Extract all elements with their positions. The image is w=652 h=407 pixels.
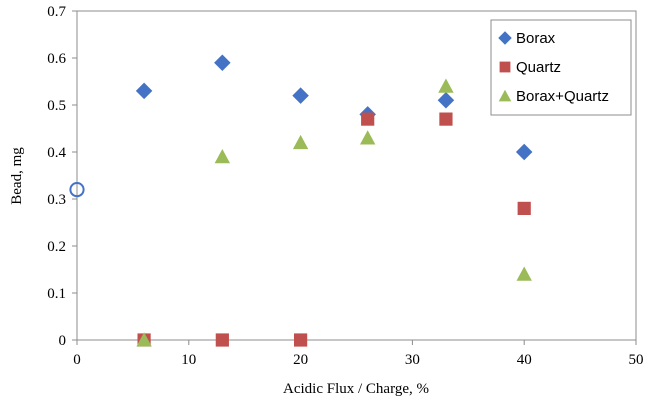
y-axis-title: Bead, mg bbox=[9, 147, 25, 205]
x-tick-label: 30 bbox=[405, 352, 420, 368]
x-tick-label: 0 bbox=[73, 352, 81, 368]
y-tick-label: 0.5 bbox=[47, 98, 66, 114]
y-tick-label: 0.4 bbox=[47, 145, 66, 161]
y-tick-label: 0.1 bbox=[47, 286, 66, 302]
legend-marker bbox=[498, 89, 512, 102]
x-axis-title: Acidic Flux / Charge, % bbox=[283, 381, 429, 397]
data-point-borax-quartz bbox=[438, 78, 454, 93]
data-point-borax bbox=[292, 87, 309, 104]
data-point-borax-quartz bbox=[516, 266, 532, 281]
data-point-quartz bbox=[517, 201, 531, 215]
x-tick-label: 50 bbox=[629, 352, 644, 368]
legend: Borax Quartz Borax+Quartz bbox=[490, 19, 632, 116]
x-tick-label: 20 bbox=[293, 352, 308, 368]
data-point-borax-quartz bbox=[359, 130, 376, 145]
legend-marker bbox=[499, 61, 511, 73]
legend-label: Borax+Quartz bbox=[516, 88, 609, 105]
data-point-open-circle bbox=[69, 182, 85, 198]
y-axis: 0 0.1 0.2 0.3 0.4 0.5 0.6 0.7 bbox=[47, 4, 77, 349]
data-point-borax bbox=[214, 54, 231, 71]
data-point-quartz bbox=[439, 112, 453, 126]
data-point-borax-quartz bbox=[136, 332, 152, 347]
legend-box bbox=[490, 19, 632, 116]
y-tick-label: 0.3 bbox=[47, 192, 66, 208]
x-axis: 0 10 20 30 40 50 bbox=[73, 340, 644, 368]
y-tick-label: 0.7 bbox=[47, 4, 66, 20]
plot-frame bbox=[76, 10, 637, 341]
legend-marker bbox=[498, 31, 512, 45]
y-tick-label: 0.2 bbox=[47, 239, 66, 255]
data-point-quartz bbox=[215, 333, 229, 347]
data-point-quartz bbox=[361, 112, 375, 126]
y-tick-label: 0.6 bbox=[47, 51, 66, 67]
legend-label: Quartz bbox=[516, 59, 561, 76]
data-point-borax-quartz bbox=[214, 149, 231, 164]
data-point-quartz bbox=[294, 333, 308, 347]
x-tick-label: 40 bbox=[517, 352, 532, 368]
data-point-borax bbox=[515, 143, 533, 161]
legend-label: Borax bbox=[516, 30, 556, 47]
data-point-borax bbox=[135, 82, 153, 100]
y-tick-label: 0 bbox=[59, 333, 67, 349]
x-tick-label: 10 bbox=[181, 352, 196, 368]
data-point-borax-quartz bbox=[292, 134, 309, 150]
data-point-borax bbox=[437, 92, 455, 109]
data-points bbox=[69, 54, 533, 347]
